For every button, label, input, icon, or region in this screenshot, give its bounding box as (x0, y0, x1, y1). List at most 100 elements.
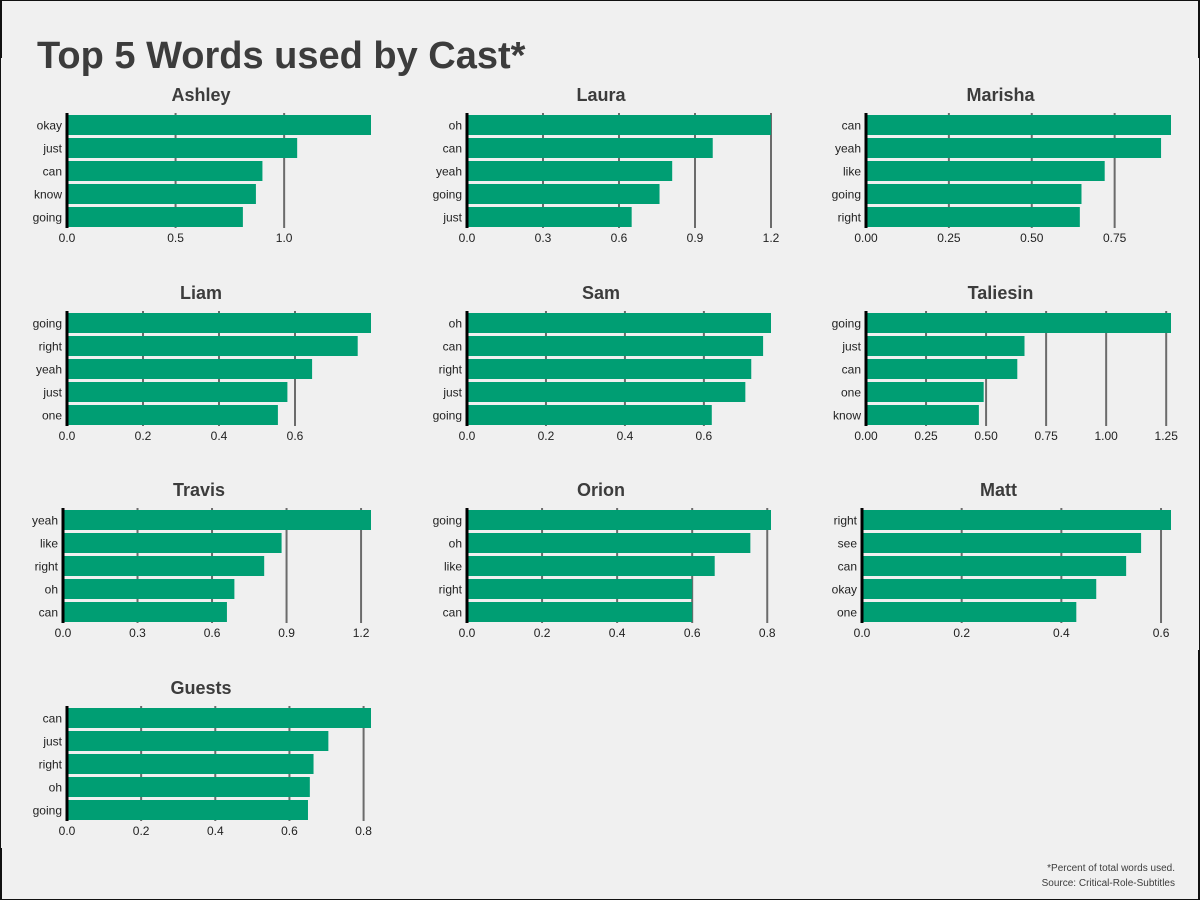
bar-taliesin-going (866, 313, 1171, 333)
x-tick-label-travis-2: 0.6 (204, 626, 221, 640)
chart-panel-liam: Liam going right yeah just one 0.0 0.2 0.4 0.6 (33, 283, 371, 443)
category-label-travis-like: like (40, 537, 58, 551)
chart-panel-travis: Travis yeah like right oh can 0.0 0.3 0.6 0.9 1.2 (32, 480, 371, 640)
x-tick-label-liam-3: 0.6 (287, 429, 304, 443)
x-tick-label-orion-1: 0.2 (534, 626, 551, 640)
chart-panel-taliesin: Taliesin going just can one know 0.00 0.25 0.50 0… (832, 283, 1179, 443)
category-label-ashley-can: can (43, 165, 62, 179)
category-label-sam-going: going (433, 409, 462, 423)
page-title: Top 5 Words used by Cast* (37, 35, 526, 77)
bar-laura-just (467, 207, 632, 227)
footnotes: *Percent of total words used. Source: Cr… (1042, 861, 1175, 891)
bar-travis-oh (63, 579, 235, 599)
x-tick-label-liam-1: 0.2 (135, 429, 152, 443)
x-tick-label-travis-1: 0.3 (129, 626, 146, 640)
category-label-sam-can: can (443, 340, 462, 354)
chart-title-marisha: Marisha (966, 85, 1035, 105)
x-tick-label-guests-3: 0.6 (281, 824, 298, 838)
category-label-orion-right: right (439, 583, 463, 597)
x-tick-label-sam-0: 0.0 (459, 429, 476, 443)
x-tick-label-guests-2: 0.4 (207, 824, 224, 838)
category-label-sam-just: just (442, 386, 462, 400)
x-tick-label-laura-2: 0.6 (611, 231, 628, 245)
x-tick-label-laura-4: 1.2 (763, 231, 780, 245)
x-tick-label-matt-1: 0.2 (953, 626, 970, 640)
category-label-travis-oh: oh (45, 583, 58, 597)
chart-title-taliesin: Taliesin (968, 283, 1034, 303)
x-tick-label-ashley-0: 0.0 (59, 231, 76, 245)
category-label-liam-right: right (39, 340, 63, 354)
bar-guests-can (67, 708, 371, 728)
category-label-matt-right: right (834, 514, 858, 528)
bar-laura-oh (467, 115, 771, 135)
chart-panel-matt: Matt right see can okay one 0.0 0.2 0.4 0.6 (832, 480, 1171, 640)
category-label-sam-right: right (439, 363, 463, 377)
footnote-text: *Percent of total words used. (1047, 863, 1175, 874)
category-label-taliesin-just: just (841, 340, 861, 354)
x-tick-label-guests-0: 0.0 (59, 824, 76, 838)
bar-travis-can (63, 602, 227, 622)
bar-sam-going (467, 405, 712, 425)
x-tick-label-liam-2: 0.4 (211, 429, 228, 443)
bar-ashley-can (67, 161, 263, 181)
bar-liam-one (67, 405, 278, 425)
category-label-marisha-can: can (842, 119, 861, 133)
bar-laura-going (467, 184, 660, 204)
chart-panel-ashley: Ashley okay just can know going 0.0 0.5 1.0 (33, 85, 371, 245)
x-tick-label-liam-0: 0.0 (59, 429, 76, 443)
chart-title-matt: Matt (980, 480, 1017, 500)
bar-taliesin-know (866, 405, 979, 425)
bar-guests-right (67, 754, 314, 774)
x-tick-label-guests-4: 0.8 (355, 824, 372, 838)
x-tick-label-matt-0: 0.0 (854, 626, 871, 640)
bar-liam-just (67, 382, 288, 402)
bar-marisha-right (866, 207, 1080, 227)
bar-liam-going (67, 313, 371, 333)
category-label-orion-can: can (443, 606, 462, 620)
x-tick-label-laura-3: 0.9 (687, 231, 704, 245)
chart-title-laura: Laura (576, 85, 626, 105)
category-label-laura-oh: oh (449, 119, 462, 133)
chart-panel-sam: Sam oh can right just going 0.0 0.2 0.4 0.6 (433, 283, 771, 443)
bar-marisha-can (866, 115, 1171, 135)
category-label-taliesin-know: know (833, 409, 861, 423)
category-label-ashley-going: going (33, 211, 62, 225)
bar-taliesin-can (866, 359, 1018, 379)
bar-sam-oh (467, 313, 771, 333)
bar-marisha-yeah (866, 138, 1162, 158)
bar-matt-see (862, 533, 1142, 553)
category-label-matt-okay: okay (832, 583, 857, 597)
bar-orion-right (467, 579, 693, 599)
x-tick-label-travis-0: 0.0 (55, 626, 72, 640)
x-tick-label-guests-1: 0.2 (133, 824, 150, 838)
chart-title-sam: Sam (582, 283, 620, 303)
category-label-guests-right: right (39, 758, 63, 772)
x-tick-label-marisha-0: 0.00 (854, 231, 878, 245)
bar-sam-can (467, 336, 764, 356)
bar-matt-one (862, 602, 1077, 622)
chart-title-travis: Travis (173, 480, 225, 500)
x-tick-label-taliesin-4: 1.00 (1094, 429, 1118, 443)
category-label-matt-one: one (837, 606, 857, 620)
category-label-liam-going: going (33, 317, 62, 331)
bar-matt-right (862, 510, 1171, 530)
chart-title-liam: Liam (180, 283, 222, 303)
bar-marisha-going (866, 184, 1082, 204)
x-tick-label-travis-3: 0.9 (278, 626, 295, 640)
bar-guests-going (67, 800, 308, 820)
category-label-marisha-right: right (838, 211, 862, 225)
x-tick-label-matt-2: 0.4 (1053, 626, 1070, 640)
bar-guests-just (67, 731, 329, 751)
chart-title-guests: Guests (170, 678, 231, 698)
category-label-guests-going: going (33, 804, 62, 818)
bar-orion-going (467, 510, 771, 530)
bar-orion-oh (467, 533, 751, 553)
bar-travis-like (63, 533, 282, 553)
x-tick-label-marisha-2: 0.50 (1020, 231, 1044, 245)
x-tick-label-sam-3: 0.6 (696, 429, 713, 443)
category-label-laura-can: can (443, 142, 462, 156)
x-tick-label-ashley-1: 0.5 (167, 231, 184, 245)
x-tick-label-marisha-1: 0.25 (937, 231, 961, 245)
category-label-laura-just: just (442, 211, 462, 225)
x-tick-label-laura-0: 0.0 (459, 231, 476, 245)
